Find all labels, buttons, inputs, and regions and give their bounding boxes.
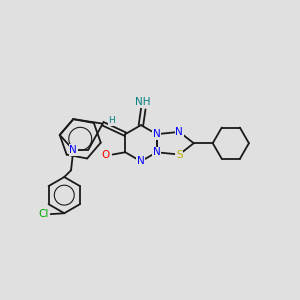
Text: N: N [176,127,183,137]
Text: S: S [176,149,183,160]
Text: H: H [108,116,115,125]
Text: N: N [137,156,145,166]
Text: N: N [153,147,160,157]
Text: NH: NH [136,97,151,107]
Text: O: O [101,149,110,160]
Text: Cl: Cl [38,209,49,219]
Text: N: N [69,145,77,155]
Text: N: N [153,129,160,139]
